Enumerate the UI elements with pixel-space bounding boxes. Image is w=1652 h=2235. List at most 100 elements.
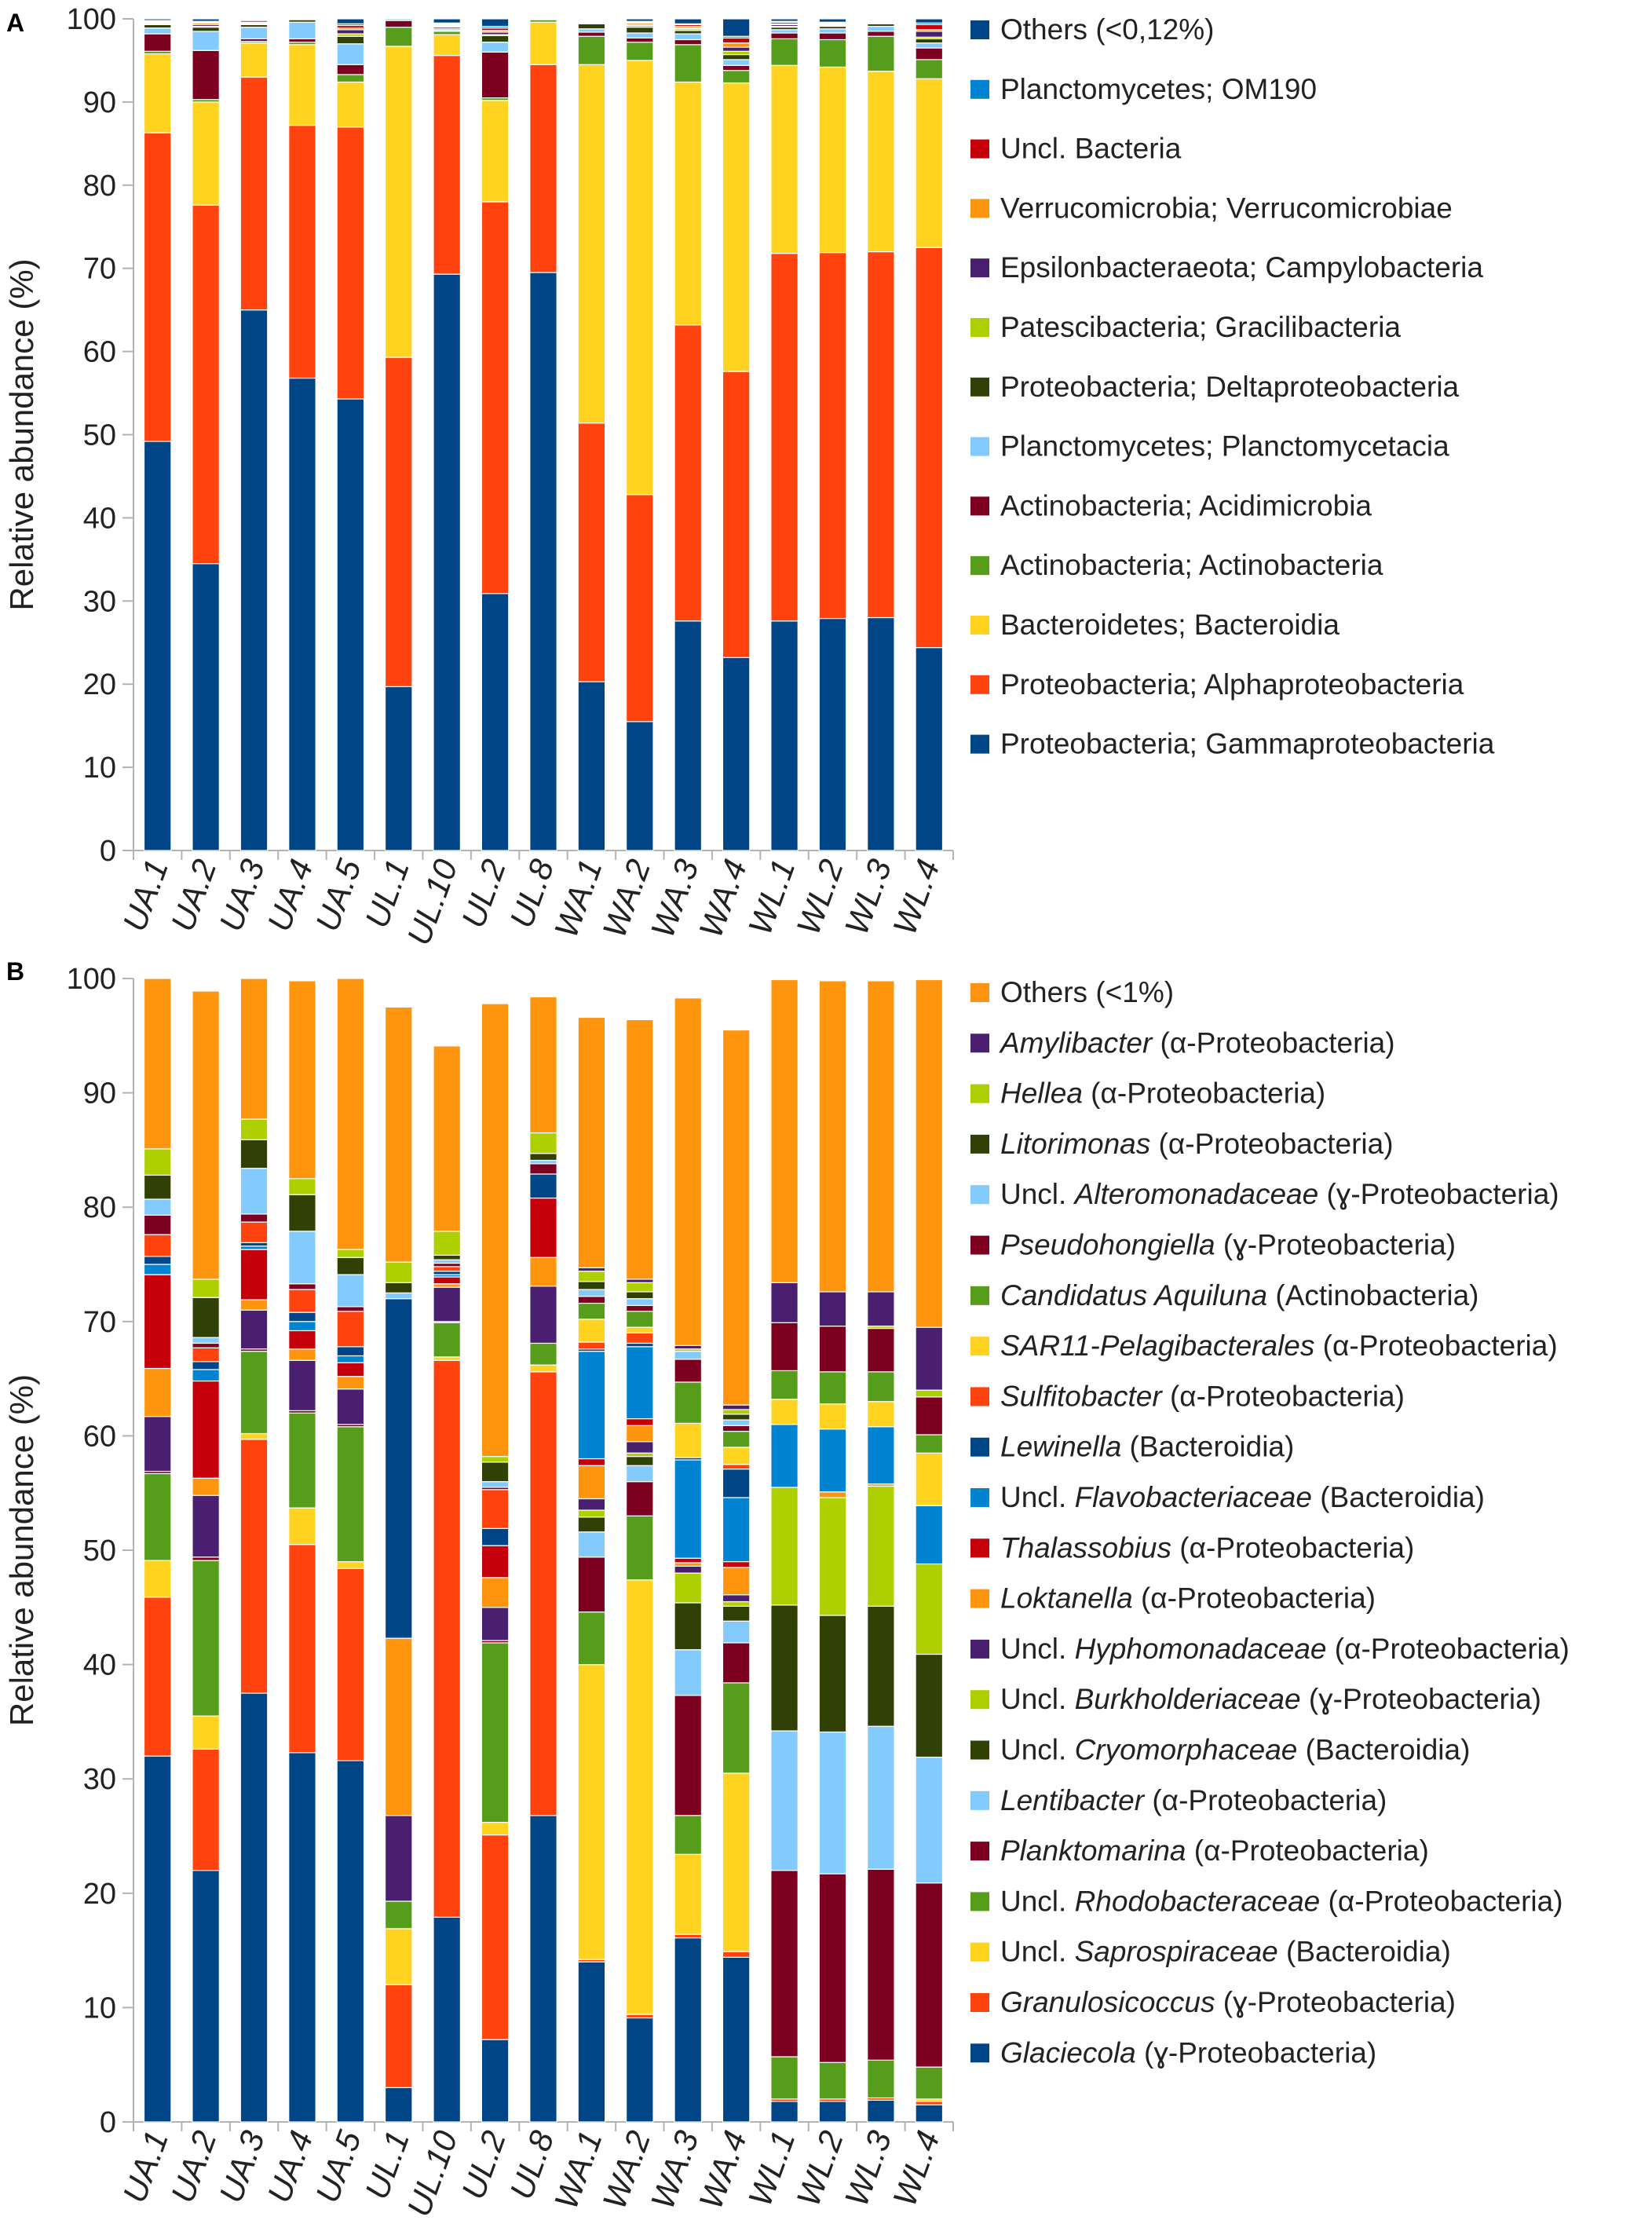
legend-label: Lewinella (Bacteroidia) bbox=[1000, 1431, 1294, 1463]
legend-label: Pseudohongiella (ɣ-Proteobacteria) bbox=[1000, 1229, 1456, 1261]
bar-segment-UL.8-s17 bbox=[529, 1159, 557, 1165]
legend-label-part: (α-Proteobacteria) bbox=[1314, 1330, 1557, 1362]
legend-label: SAR11-Pelagibacterales (α-Proteobacteria… bbox=[1000, 1330, 1558, 1362]
bar-segment-WA.2-s6 bbox=[626, 1456, 654, 1466]
bar-segment-WA.3-s11 bbox=[674, 1459, 703, 1559]
bar-segment-WA.3-s0 bbox=[674, 1937, 703, 2123]
bar-segment-WL.4-s14 bbox=[915, 1452, 944, 1506]
legend-label-part: (α-Proteobacteria) bbox=[1083, 1077, 1325, 1110]
bar-segment-UA.5-s9 bbox=[336, 1376, 365, 1390]
legend-label-part: Verrucomicrobia; Verrucomicrobiae bbox=[1000, 192, 1453, 224]
bar-segment-UL.1-s3 bbox=[384, 1900, 413, 1930]
bar-segment-UA.4-s1 bbox=[288, 124, 316, 379]
legend-label-part: Planktomarina bbox=[1000, 1834, 1186, 1867]
bar-segment-WA.4-s7 bbox=[722, 50, 751, 56]
bar-segment-UL.10-s2 bbox=[433, 1356, 461, 1361]
legend-swatch bbox=[970, 1589, 989, 1608]
bar-segment-WL.2-s15 bbox=[818, 1371, 847, 1405]
bar-segment-WL.1-s14 bbox=[770, 1399, 799, 1425]
bar-segment-UA.5-s8 bbox=[336, 29, 365, 35]
legend-label-part: Saprospiraceae bbox=[1075, 1936, 1278, 1968]
y-tick-label: 50 bbox=[83, 419, 116, 452]
legend-swatch bbox=[970, 1084, 989, 1103]
bar-segment-UA.5-s10 bbox=[336, 1362, 365, 1377]
bar-segment-UA.5-s21 bbox=[336, 978, 365, 1250]
bar-segment-WA.4-s1 bbox=[722, 371, 751, 658]
bar-segment-UA.4-s2 bbox=[288, 44, 316, 126]
bar-segment-UA.1-s18 bbox=[143, 1174, 172, 1200]
legend-label: Uncl. Hyphomonadaceae (α-Proteobacteria) bbox=[1000, 1633, 1570, 1665]
bar-segment-UA.1-s12 bbox=[143, 18, 172, 21]
bar-segment-WA.4-s10 bbox=[722, 37, 751, 44]
bar-segment-UL.10-s2 bbox=[433, 34, 461, 57]
bar-segment-WL.4-s6 bbox=[915, 38, 944, 44]
legend-swatch bbox=[970, 616, 989, 635]
bar-segment-UL.2-s4 bbox=[481, 51, 510, 99]
bar-segment-UA.4-s7 bbox=[288, 18, 316, 20]
bar-segment-UA.2-s17 bbox=[192, 1337, 220, 1344]
bar-segment-UA.1-s11 bbox=[143, 1264, 172, 1275]
bar-segment-UA.2-s10 bbox=[192, 1380, 220, 1479]
bar-segment-WA.1-s19 bbox=[577, 1271, 606, 1282]
bar-segment-UL.8-s12 bbox=[529, 1173, 557, 1199]
bar-segment-UA.4-s5 bbox=[288, 21, 316, 40]
bar-segment-WL.1-s12 bbox=[770, 18, 799, 22]
legend-label-part: Planctomycetes; OM190 bbox=[1000, 73, 1317, 105]
bar-segment-UL.8-s8 bbox=[529, 1286, 557, 1344]
bar-segment-WL.1-s16 bbox=[770, 1322, 799, 1372]
bar-segment-UA.2-s1 bbox=[192, 1748, 220, 1871]
bar-segment-WL.2-s2 bbox=[818, 66, 847, 254]
bar-segment-UL.8-s16 bbox=[529, 1163, 557, 1175]
bar-segment-UL.8-s18 bbox=[529, 1153, 557, 1161]
bar-segment-WA.3-s10 bbox=[674, 1557, 703, 1564]
bar-segment-WA.2-s3 bbox=[626, 1515, 654, 1581]
bar-segment-WL.2-s11 bbox=[818, 1428, 847, 1493]
bar-segment-WA.1-s5 bbox=[577, 1531, 606, 1558]
bar-segment-WL.2-s6 bbox=[818, 1615, 847, 1733]
legend-swatch bbox=[970, 1740, 989, 1760]
legend-label-part: Thalassobius bbox=[1000, 1531, 1171, 1564]
panel-b-label: B bbox=[6, 957, 24, 986]
bar-segment-UA.3-s9 bbox=[239, 1299, 269, 1311]
bar-segment-UA.5-s0 bbox=[336, 398, 365, 851]
bar-segment-UA.3-s2 bbox=[239, 1432, 269, 1440]
bar-segment-UA.1-s2 bbox=[143, 53, 172, 134]
bar-segment-WL.1-s4 bbox=[770, 32, 799, 40]
bar-segment-UA.2-s9 bbox=[192, 1477, 220, 1496]
bar-segment-WA.4-s19 bbox=[722, 1409, 751, 1415]
bar-segment-UL.1-s4 bbox=[384, 20, 413, 28]
bar-segment-WA.2-s8 bbox=[626, 1441, 654, 1454]
y-tick-label: 80 bbox=[83, 1191, 116, 1224]
bar-segment-WL.1-s21 bbox=[770, 978, 799, 1283]
bar-segment-WA.2-s1 bbox=[626, 494, 654, 722]
legend-swatch bbox=[970, 1538, 989, 1558]
legend-swatch bbox=[970, 1286, 989, 1305]
legend-label-part: Lewinella bbox=[1000, 1431, 1121, 1463]
bar-segment-WA.2-s5 bbox=[626, 1465, 654, 1483]
bar-segment-WA.2-s20 bbox=[626, 1278, 654, 1283]
legend-label-part: Amylibacter bbox=[999, 1026, 1153, 1059]
bar-segment-UL.2-s6 bbox=[481, 35, 510, 43]
bar-segment-UL.1-s8 bbox=[384, 1815, 413, 1902]
bar-segment-UA.2-s12 bbox=[192, 1361, 220, 1370]
bar-segment-UA.1-s4 bbox=[143, 33, 172, 52]
bar-segment-WA.4-s13 bbox=[722, 1464, 751, 1470]
legend-label: Lentibacter (α-Proteobacteria) bbox=[1000, 1784, 1387, 1816]
bar-segment-UA.3-s18 bbox=[239, 1139, 269, 1169]
bar-segment-WL.3-s11 bbox=[867, 1426, 895, 1485]
bar-segment-UL.8-s1 bbox=[529, 1371, 557, 1816]
bar-segment-WA.4-s0 bbox=[722, 1956, 751, 2123]
bar-segment-WL.3-s21 bbox=[867, 980, 895, 1293]
bar-segment-UL.10-s19 bbox=[433, 1231, 461, 1256]
legend-label-part: Uncl. bbox=[1000, 1885, 1075, 1917]
bar-segment-WA.1-s4 bbox=[577, 31, 606, 37]
bar-segment-WL.2-s7 bbox=[818, 1497, 847, 1616]
bar-segment-UA.4-s3 bbox=[288, 1412, 316, 1509]
bar-segment-WL.4-s21 bbox=[915, 978, 944, 1328]
legend-label-part: Proteobacteria; Alphaproteobacteria bbox=[1000, 668, 1464, 700]
bar-segment-WL.3-s20 bbox=[867, 1291, 895, 1327]
bar-segment-WA.2-s1 bbox=[626, 2014, 654, 2019]
legend-swatch bbox=[970, 139, 989, 159]
legend-swatch bbox=[970, 1033, 989, 1053]
bar-segment-WL.3-s0 bbox=[867, 2099, 895, 2123]
